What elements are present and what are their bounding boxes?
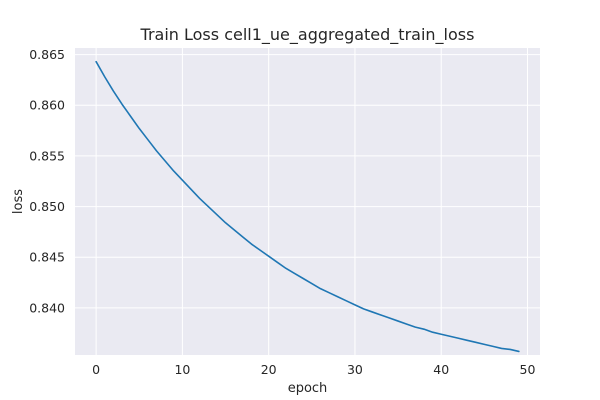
y-tick-label: 0.840 <box>29 300 65 315</box>
x-tick-label: 20 <box>261 362 277 377</box>
x-tick-label: 40 <box>433 362 449 377</box>
y-axis-label: loss <box>11 189 26 214</box>
x-gridlines <box>95 48 528 355</box>
y-tick-label: 0.865 <box>29 47 65 62</box>
x-axis-label: epoch <box>288 381 328 396</box>
x-tick-label: 30 <box>347 362 363 377</box>
y-gridlines <box>75 54 540 309</box>
x-tick-label: 0 <box>92 362 100 377</box>
x-tick-label: 50 <box>520 362 536 377</box>
y-tick-label: 0.845 <box>29 250 65 265</box>
y-tick-labels: 0.840 0.845 0.850 0.855 0.860 0.865 <box>29 47 65 315</box>
series-line <box>95 60 520 353</box>
plot-area <box>75 48 540 355</box>
series-layer <box>95 60 520 353</box>
x-tick-labels: 0 10 20 30 40 50 <box>92 362 535 377</box>
y-tick-label: 0.860 <box>29 98 65 113</box>
chart-title: Train Loss cell1_ue_aggregated_train_los… <box>140 25 475 45</box>
y-tick-label: 0.850 <box>29 199 65 214</box>
y-tick-label: 0.855 <box>29 148 65 163</box>
x-tick-label: 10 <box>174 362 190 377</box>
